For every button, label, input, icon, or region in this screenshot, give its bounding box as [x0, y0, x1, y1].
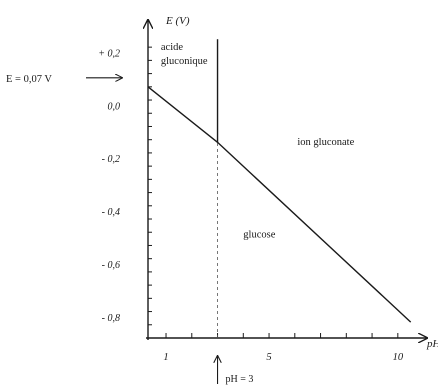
- y-tick-label: 0,0: [108, 101, 121, 112]
- y-tick-label: - 0,2: [102, 154, 120, 165]
- y-tick-label: - 0,8: [102, 313, 120, 324]
- potential-annotation: E = 0,07 V: [6, 74, 122, 85]
- x-tick-label: 5: [266, 352, 271, 363]
- region-label: gluconique: [161, 56, 208, 67]
- y-tick-label: - 0,4: [102, 207, 120, 218]
- region-label: acide: [161, 42, 183, 53]
- y-tick-label: + 0,2: [98, 48, 120, 59]
- region-label: glucose: [243, 230, 275, 241]
- minor-ticks: [148, 46, 399, 338]
- x-tick-labels: 1 5 10: [163, 352, 403, 363]
- region-label: ion gluconate: [297, 137, 354, 148]
- ph-annotation: pH = 3: [218, 356, 254, 385]
- e-value-label: E = 0,07 V: [6, 74, 52, 85]
- x-tick-label: 1: [163, 352, 168, 363]
- y-tick-labels: + 0,2 0,0 - 0,2 - 0,4 - 0,6 - 0,8: [98, 48, 120, 323]
- ph-value-label: pH = 3: [226, 374, 254, 385]
- boundary-lines: [147, 39, 412, 323]
- y-tick-label: - 0,6: [102, 260, 120, 271]
- x-axis-label: pH: [426, 338, 438, 350]
- y-axis-label: E (V): [165, 15, 190, 27]
- region-labels: acide gluconique ion gluconate glucose: [161, 42, 355, 241]
- boundary-segment: [147, 86, 412, 323]
- x-tick-label: 10: [393, 352, 404, 363]
